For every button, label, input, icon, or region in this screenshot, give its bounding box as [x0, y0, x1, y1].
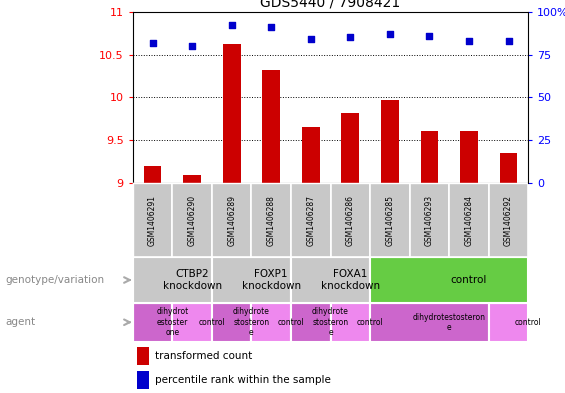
Point: [148, 39, 157, 46]
Bar: [144, 165, 162, 183]
Bar: [137, 371, 149, 389]
Text: percentile rank within the sample: percentile rank within the sample: [155, 375, 331, 385]
Bar: [251, 303, 291, 342]
Text: control: control: [198, 318, 225, 327]
Text: FOXP1
knockdown: FOXP1 knockdown: [242, 269, 301, 291]
Bar: [137, 347, 149, 365]
Bar: [370, 303, 489, 342]
Bar: [212, 257, 291, 303]
Text: GSM1406293: GSM1406293: [425, 195, 434, 246]
Text: control: control: [357, 318, 384, 327]
Text: GSM1406289: GSM1406289: [227, 195, 236, 246]
Bar: [381, 100, 399, 183]
Point: [306, 36, 315, 42]
Bar: [133, 183, 172, 257]
Bar: [212, 303, 251, 342]
Text: dihydrotestosteron
e: dihydrotestosteron e: [412, 312, 486, 332]
Bar: [341, 113, 359, 183]
Bar: [133, 303, 172, 342]
Bar: [212, 183, 251, 257]
Bar: [291, 303, 331, 342]
Text: GSM1406291: GSM1406291: [148, 195, 157, 246]
Bar: [331, 303, 370, 342]
Point: [267, 24, 276, 30]
Bar: [183, 175, 201, 183]
Bar: [223, 44, 241, 183]
Text: dihydrote
stosteron
e: dihydrote stosteron e: [233, 307, 270, 337]
Point: [464, 38, 473, 44]
Text: GSM1406288: GSM1406288: [267, 195, 276, 246]
Bar: [291, 257, 370, 303]
Point: [227, 22, 236, 29]
Text: control: control: [451, 275, 487, 285]
Title: GDS5440 / 7908421: GDS5440 / 7908421: [260, 0, 401, 9]
Text: genotype/variation: genotype/variation: [6, 275, 105, 285]
Text: agent: agent: [6, 317, 36, 327]
Bar: [420, 131, 438, 183]
Bar: [133, 257, 212, 303]
Point: [504, 38, 513, 44]
Bar: [410, 183, 449, 257]
Text: dihydrot
estoster
one: dihydrot estoster one: [156, 307, 189, 337]
Bar: [251, 183, 291, 257]
Text: control: control: [515, 318, 542, 327]
Bar: [489, 183, 528, 257]
Bar: [172, 303, 212, 342]
Bar: [489, 303, 528, 342]
Text: dihydrote
stosteron
e: dihydrote stosteron e: [312, 307, 349, 337]
Point: [385, 31, 394, 37]
Bar: [262, 70, 280, 183]
Bar: [172, 183, 212, 257]
Bar: [370, 257, 528, 303]
Bar: [291, 183, 331, 257]
Bar: [370, 183, 410, 257]
Bar: [460, 131, 478, 183]
Text: GSM1406284: GSM1406284: [464, 195, 473, 246]
Bar: [331, 183, 370, 257]
Text: transformed count: transformed count: [155, 351, 252, 361]
Point: [188, 43, 197, 49]
Text: GSM1406292: GSM1406292: [504, 195, 513, 246]
Bar: [449, 183, 489, 257]
Text: CTBP2
knockdown: CTBP2 knockdown: [163, 269, 221, 291]
Bar: [499, 153, 518, 183]
Point: [346, 34, 355, 40]
Point: [425, 33, 434, 39]
Text: FOXA1
knockdown: FOXA1 knockdown: [321, 269, 380, 291]
Text: GSM1406290: GSM1406290: [188, 195, 197, 246]
Text: control: control: [277, 318, 305, 327]
Text: GSM1406287: GSM1406287: [306, 195, 315, 246]
Text: GSM1406286: GSM1406286: [346, 195, 355, 246]
Text: GSM1406285: GSM1406285: [385, 195, 394, 246]
Bar: [302, 127, 320, 183]
